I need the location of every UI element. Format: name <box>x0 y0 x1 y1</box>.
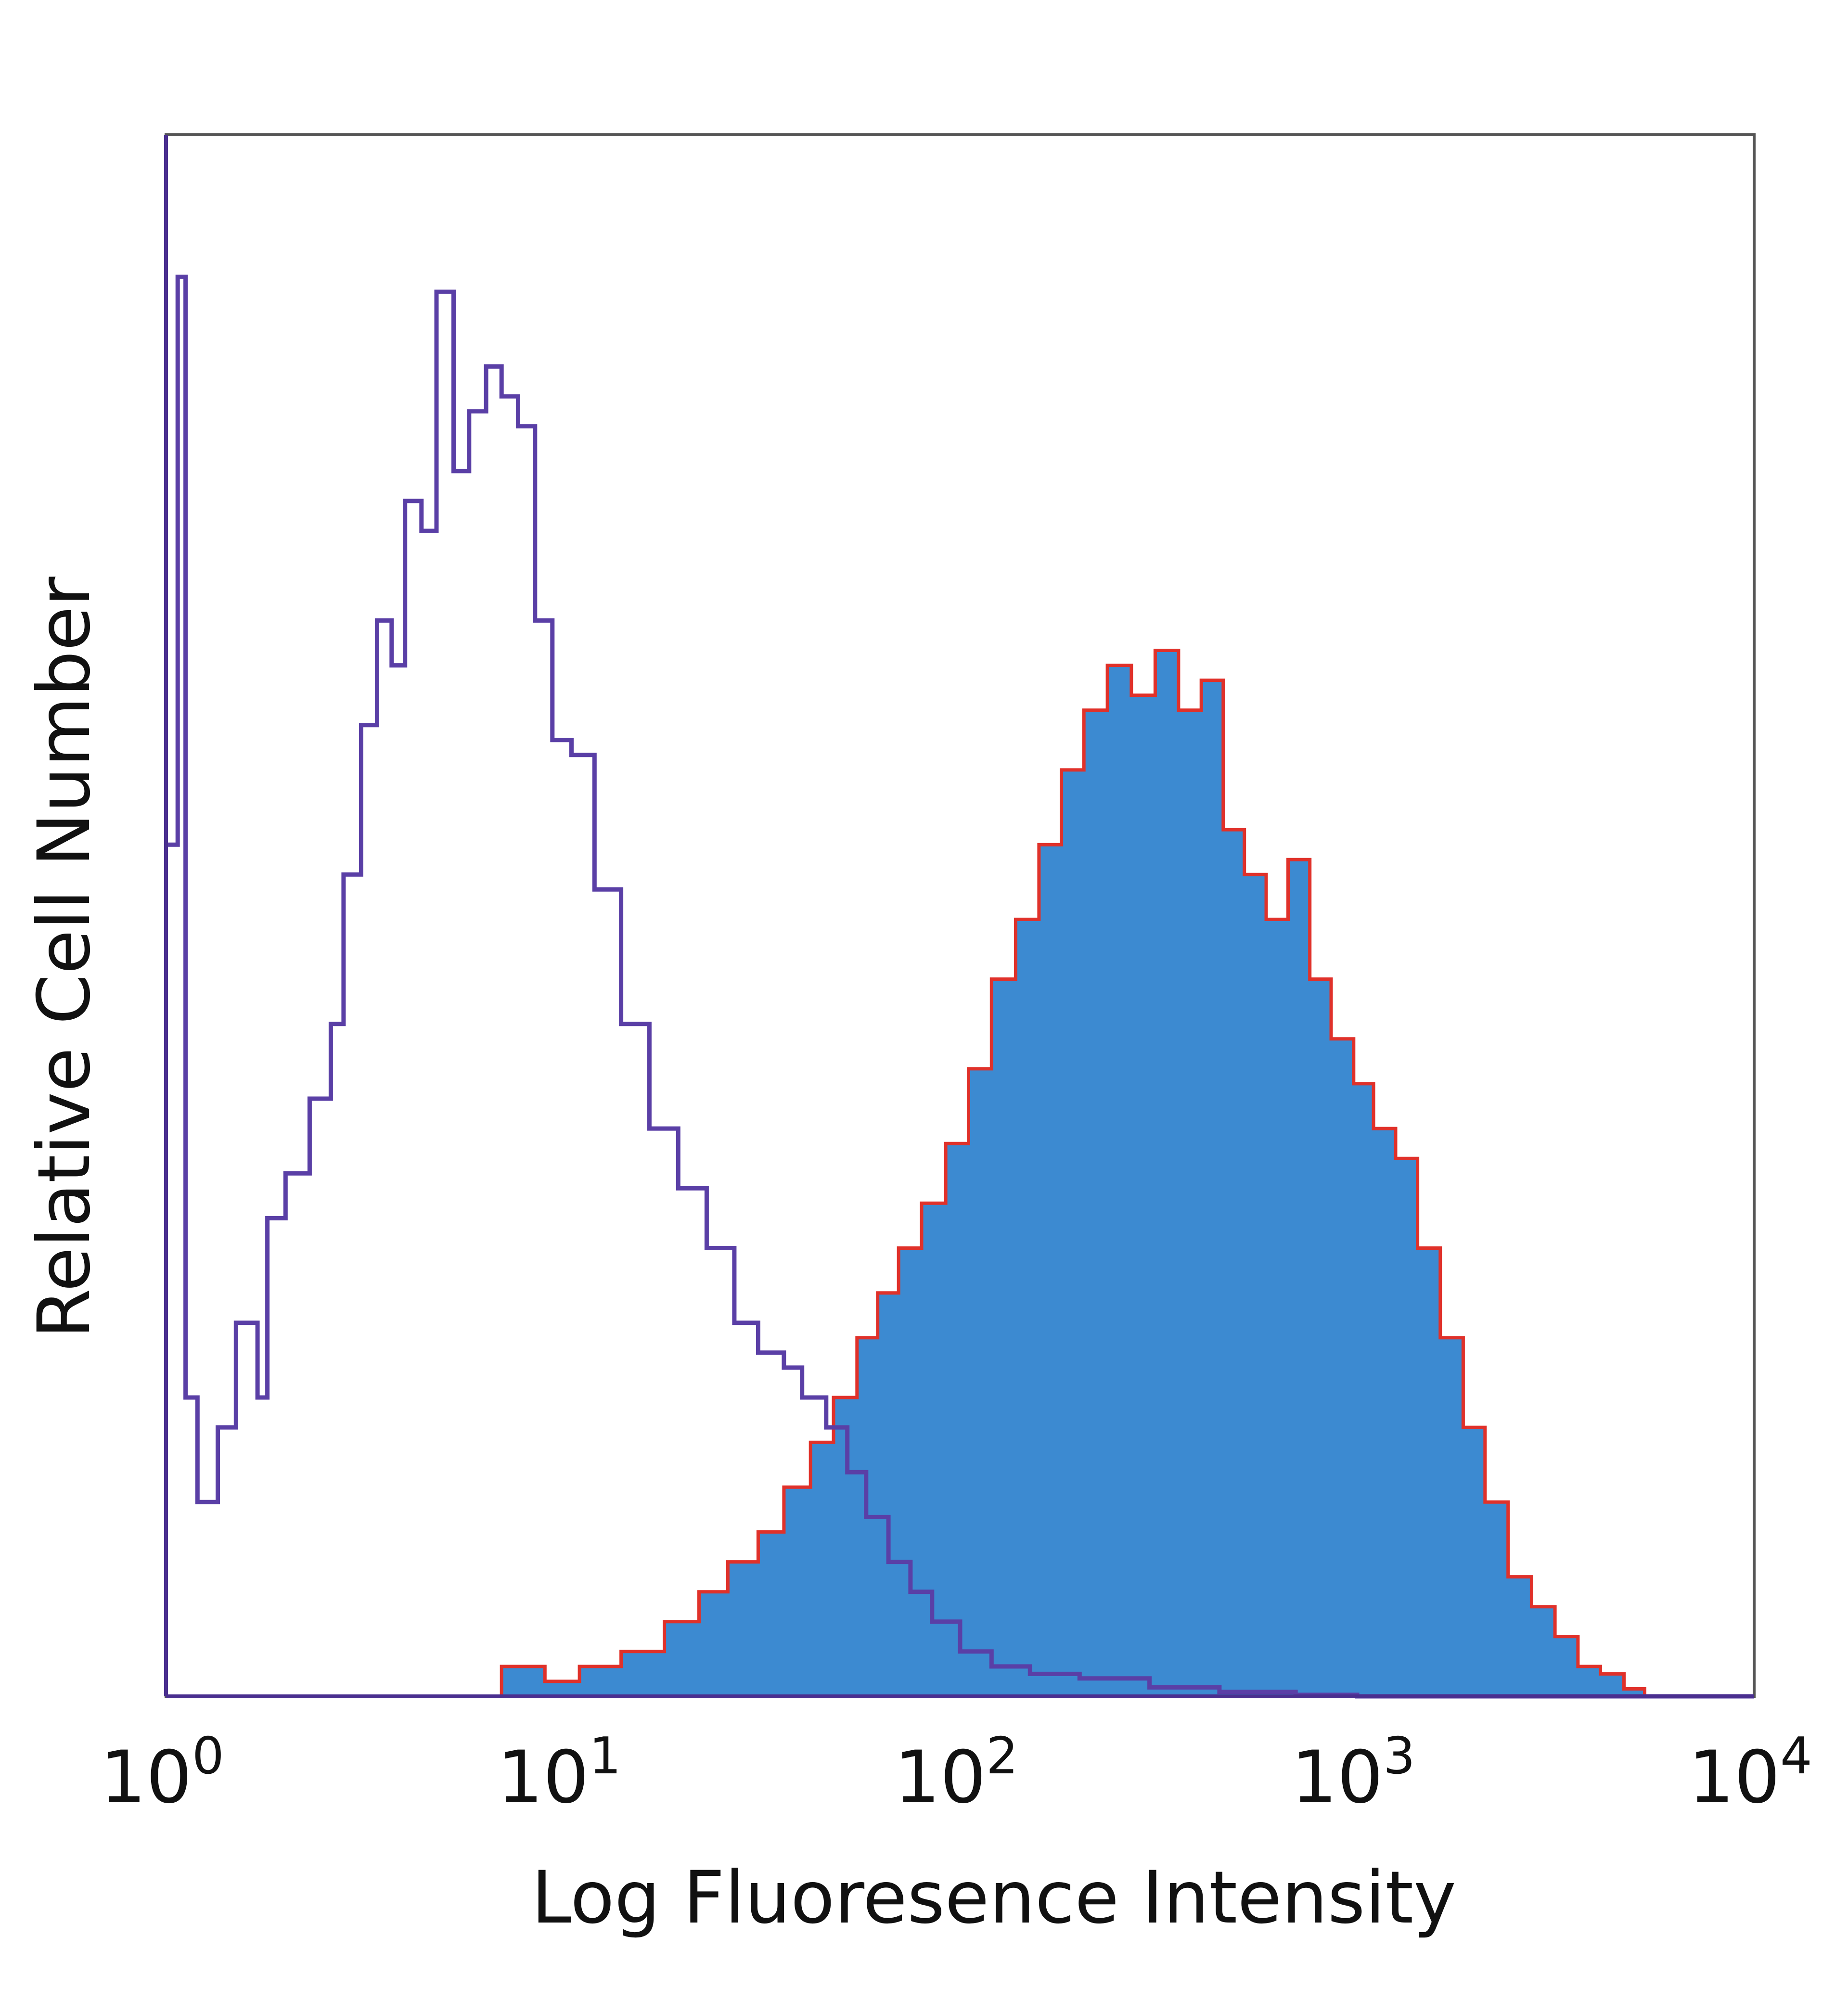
x-tick-label: 103 <box>1291 1727 1415 1820</box>
x-tick-label: 104 <box>1688 1727 1812 1820</box>
series-0-line <box>166 274 1754 1699</box>
x-tick-base: 10 <box>497 1736 589 1820</box>
x-tick-base: 10 <box>100 1736 192 1820</box>
x-tick-exponent: 3 <box>1383 1727 1415 1785</box>
x-axis-label: Log Fluoresence Intensity <box>531 1856 1456 1940</box>
x-tick-base: 10 <box>894 1736 986 1820</box>
x-tick-exponent: 4 <box>1780 1727 1812 1785</box>
x-tick-base: 10 <box>1688 1736 1780 1820</box>
x-tick-base: 10 <box>1291 1736 1383 1820</box>
series-1-area <box>166 650 1754 1696</box>
x-tick-label: 101 <box>497 1727 621 1820</box>
x-tick-exponent: 0 <box>192 1727 224 1785</box>
x-tick-exponent: 2 <box>986 1727 1018 1785</box>
y-axis-label: Relative Cell Number <box>23 577 106 1339</box>
x-axis-ticks: 100 101 102 103 104 <box>100 1727 1812 1820</box>
series-1-outline <box>166 649 1754 1698</box>
outline-series-layer <box>166 274 1754 1699</box>
filled-series-layer <box>166 649 1754 1698</box>
x-tick-exponent: 1 <box>589 1727 621 1785</box>
x-tick-label: 100 <box>100 1727 224 1820</box>
x-tick-label: 102 <box>894 1727 1018 1820</box>
